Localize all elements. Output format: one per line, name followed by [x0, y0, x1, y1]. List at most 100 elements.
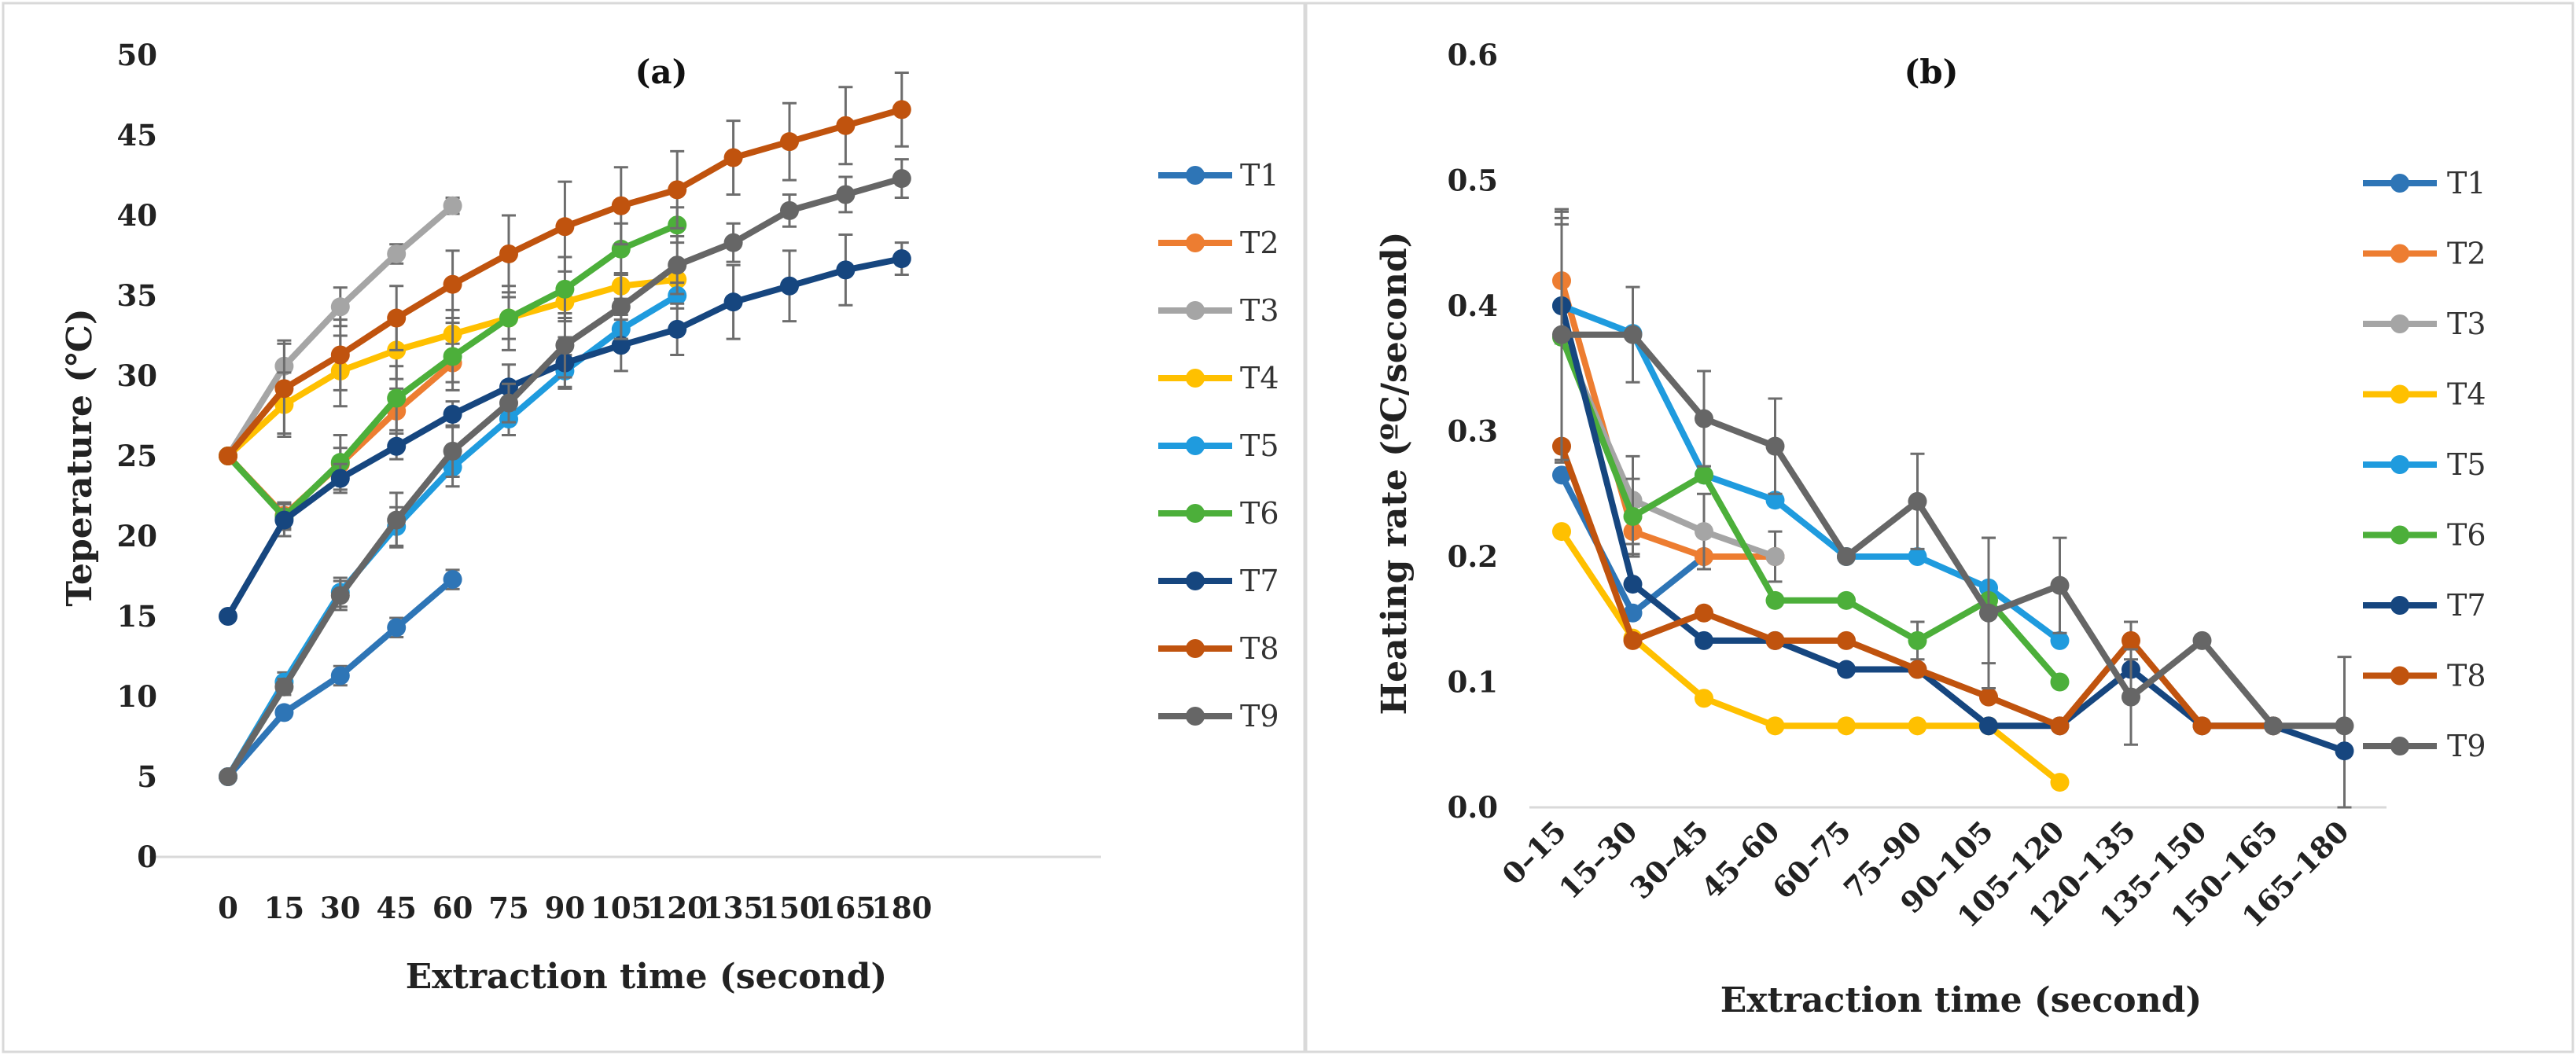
panel-b-data-point [1979, 716, 1998, 736]
panel-a-data-point [443, 441, 462, 461]
panel-b-data-point [1765, 590, 1785, 610]
panel-a-x-tick-label: 45 [376, 891, 417, 925]
panel-b-data-point [1979, 603, 1998, 623]
panel-a-data-point [723, 148, 743, 167]
panel-b-y-tick-label: 0.3 [1448, 414, 1498, 449]
panel-a-legend-label: T2 [1240, 226, 1279, 260]
panel-b-data-point [2050, 672, 2070, 692]
panel-a-x-tick-label: 150 [759, 891, 819, 925]
panel-a-legend-marker [1186, 504, 1205, 523]
panel-b-data-point [1765, 630, 1785, 650]
panel-a-data-point [611, 336, 631, 355]
panel-a-data-point [443, 570, 462, 590]
panel-a: (a) Extraction time (second) Teperature … [60, 38, 1279, 997]
panel-a-series-t9: T9 [219, 158, 1279, 786]
panel-b-legend-label: T1 [2447, 166, 2486, 200]
panel-b-series-line [1558, 278, 1779, 560]
panel-a-legend-marker [1186, 572, 1205, 590]
panel-a-x-axis-title: Extraction time (second) [406, 957, 887, 997]
panel-a-data-point [780, 276, 799, 296]
panel-a-data-point [274, 379, 294, 399]
panel-a-legend-label: T5 [1240, 428, 1279, 463]
panel-b-data-point [2122, 630, 2140, 650]
panel-b-data-point [2264, 716, 2283, 736]
panel-a-data-point [668, 286, 687, 305]
panel-b-data-point [1623, 603, 1643, 623]
panel-b-data-point [1765, 491, 1785, 510]
panel-b-y-axis-title: Heating rate (ºC/second) [1374, 232, 1415, 715]
panel-b-border [1305, 2, 2574, 1053]
panel-a-data-point [780, 200, 799, 220]
panel-a-data-point [387, 618, 407, 638]
panel-b-data-point [1765, 547, 1785, 566]
panel-b-legend-marker [2390, 455, 2409, 474]
panel-b-legend-label: T8 [2447, 659, 2486, 693]
panel-a-data-point [330, 453, 350, 472]
panel-b-data-point [2192, 630, 2212, 650]
panel-b-data-point [1908, 547, 1927, 566]
panel-b-data-point [1908, 716, 1927, 736]
panel-a-legend-marker [1186, 301, 1205, 320]
panel-b-legend-marker [2390, 244, 2409, 263]
panel-a-x-tick-label: 180 [871, 891, 932, 925]
panel-a-data-point [443, 404, 462, 424]
panel-a-y-tick-label: 0 [137, 840, 157, 874]
panel-a-data-point [330, 586, 350, 605]
panel-a-data-point [555, 336, 575, 355]
panel-b-data-point [1695, 409, 1713, 428]
panel-a-legend-label: T7 [1240, 564, 1279, 598]
panel-a-y-tick-label: 15 [117, 599, 158, 634]
panel-a-x-tick-label: 90 [545, 891, 586, 925]
panel-a-border [2, 2, 1306, 1053]
panel-b-data-point [1837, 630, 1856, 650]
panel-b-legend-label: T3 [2447, 307, 2486, 341]
panel-b-data-point [1695, 465, 1713, 485]
panel-b-data-point [1623, 630, 1643, 650]
panel-a-legend-label: T4 [1240, 361, 1279, 395]
panel-b-data-point [1908, 660, 1927, 679]
panel-a-x-tick-label: 75 [488, 891, 529, 925]
panel-b-legend-label: T2 [2447, 237, 2486, 271]
panel-a-y-tick-label: 20 [117, 519, 158, 553]
panel-a-data-point [723, 233, 743, 252]
panel-b-series-line [1558, 333, 2063, 686]
panel-a-legend-label: T9 [1240, 699, 1279, 733]
panel-a-data-point [836, 260, 856, 280]
panel-a-data-point [443, 274, 462, 294]
panel-a-y-tick-label: 10 [117, 679, 158, 714]
panel-b-y-tick-label: 0.2 [1448, 539, 1498, 574]
panel-a-data-point [387, 388, 407, 408]
panel-a-legend-marker [1186, 166, 1205, 185]
panel-a-data-point [330, 297, 350, 317]
panel-b-legend-marker [2390, 737, 2409, 755]
panel-a-legend-marker [1186, 233, 1205, 252]
panel-a-y-tick-label: 40 [117, 198, 158, 233]
panel-b-data-point [1837, 716, 1856, 736]
panel-a-data-point [443, 347, 462, 366]
panel-a-y-tick-label: 50 [117, 38, 158, 72]
panel-a-y-tick-label: 5 [137, 759, 157, 794]
panel-a-x-tick-label: 15 [264, 891, 305, 925]
panel-a-legend-label: T6 [1240, 496, 1279, 531]
panel-b-data-point [2335, 716, 2354, 736]
panel-a-data-point [387, 244, 407, 263]
panel-b-data-point [1837, 547, 1856, 566]
panel-a-y-tick-label: 30 [117, 358, 158, 393]
panel-b-data-point [2122, 687, 2140, 707]
panel-a-data-point [387, 308, 407, 328]
panel-b-data-point [1695, 522, 1713, 542]
panel-b-data-point [1695, 603, 1713, 623]
panel-a-data-point [274, 677, 294, 697]
panel-a-data-point [499, 244, 518, 263]
panel-a-data-point [723, 292, 743, 312]
panel-b-data-point [1552, 325, 1571, 344]
panel-a-legend-marker [1186, 369, 1205, 388]
panel-b-y-tick-label: 0.1 [1448, 665, 1498, 700]
panel-b-y-tick-label: 0.6 [1448, 38, 1498, 72]
panel-a-data-point [274, 703, 294, 722]
panel-b-data-point [2050, 773, 2070, 792]
panel-b-legend-label: T6 [2447, 518, 2486, 553]
panel-a-data-point [668, 255, 687, 275]
panel-b-legend-marker [2390, 314, 2409, 333]
panel-b-data-point [1623, 325, 1643, 344]
